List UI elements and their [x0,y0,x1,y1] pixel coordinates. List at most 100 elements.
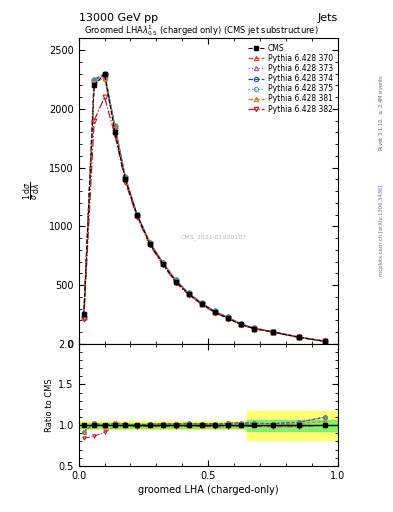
CMS [102,71,107,77]
Pythia 6.428 382 [199,302,204,308]
Pythia 6.428 373 [134,211,140,218]
Pythia 6.428 374 [81,314,86,320]
Pythia 6.428 373 [187,290,191,296]
Pythia 6.428 374 [238,321,243,327]
Pythia 6.428 381 [297,334,301,340]
Pythia 6.428 374 [134,211,140,218]
Pythia 6.428 373 [199,300,204,306]
Text: Jets: Jets [318,13,338,23]
Pythia 6.428 375 [323,338,327,344]
Text: Groomed LHA$\lambda^{1}_{0.5}$ (charged only) (CMS jet substructure): Groomed LHA$\lambda^{1}_{0.5}$ (charged … [84,24,318,38]
Text: Rivet 3.1.10, $\geq$ 2.4M events: Rivet 3.1.10, $\geq$ 2.4M events [377,74,385,151]
Pythia 6.428 375 [112,123,117,130]
Pythia 6.428 370 [323,338,327,344]
Pythia 6.428 373 [81,314,86,320]
Legend: CMS, Pythia 6.428 370, Pythia 6.428 373, Pythia 6.428 374, Pythia 6.428 375, Pyt: CMS, Pythia 6.428 370, Pythia 6.428 373,… [246,42,334,115]
Pythia 6.428 370 [187,290,191,296]
Pythia 6.428 382 [323,338,327,345]
Pythia 6.428 381 [102,75,107,81]
Pythia 6.428 373 [112,123,117,130]
Pythia 6.428 370 [160,260,165,266]
Pythia 6.428 373 [92,76,97,82]
Pythia 6.428 373 [297,334,301,340]
Pythia 6.428 381 [252,326,256,332]
Pythia 6.428 374 [212,308,217,314]
CMS [297,334,301,340]
Pythia 6.428 381 [123,175,128,181]
Pythia 6.428 370 [199,300,204,306]
Pythia 6.428 370 [238,321,243,327]
Y-axis label: $\frac{1}{\sigma}\frac{\mathrm{d}\sigma}{\mathrm{d}\lambda}$: $\frac{1}{\sigma}\frac{\mathrm{d}\sigma}… [22,182,44,200]
Pythia 6.428 375 [134,211,140,218]
CMS [187,291,191,297]
Pythia 6.428 375 [212,308,217,314]
CMS [160,261,165,267]
Pythia 6.428 375 [297,334,301,340]
CMS [174,279,178,285]
Text: mcplots.cern.ch [arXiv:1306.3436]: mcplots.cern.ch [arXiv:1306.3436] [379,185,384,276]
Pythia 6.428 381 [323,338,327,345]
Pythia 6.428 370 [148,240,152,246]
Pythia 6.428 375 [187,290,191,296]
Pythia 6.428 375 [238,321,243,327]
Pythia 6.428 370 [212,308,217,314]
Pythia 6.428 374 [323,338,327,344]
Pythia 6.428 375 [174,278,178,284]
Pythia 6.428 382 [160,262,165,268]
Pythia 6.428 375 [102,71,107,77]
Pythia 6.428 381 [81,314,86,320]
Pythia 6.428 374 [92,76,97,82]
Line: Pythia 6.428 374: Pythia 6.428 374 [81,71,327,344]
Line: Pythia 6.428 370: Pythia 6.428 370 [81,74,327,344]
Pythia 6.428 381 [212,309,217,315]
Pythia 6.428 373 [160,260,165,266]
Pythia 6.428 373 [323,338,327,344]
Pythia 6.428 374 [148,240,152,246]
Pythia 6.428 370 [123,174,128,180]
Pythia 6.428 382 [123,179,128,185]
Pythia 6.428 382 [297,334,301,340]
Pythia 6.428 381 [199,301,204,307]
Pythia 6.428 374 [252,325,256,331]
CMS [148,241,152,247]
Pythia 6.428 382 [271,329,275,335]
Pythia 6.428 373 [174,278,178,284]
Pythia 6.428 373 [271,329,275,335]
Pythia 6.428 375 [160,260,165,266]
Pythia 6.428 382 [81,316,86,322]
Pythia 6.428 381 [92,79,97,85]
CMS [271,329,275,335]
Pythia 6.428 370 [271,329,275,335]
Pythia 6.428 381 [112,124,117,131]
Pythia 6.428 375 [226,314,230,321]
Pythia 6.428 382 [112,132,117,138]
Pythia 6.428 370 [252,325,256,331]
CMS [81,311,86,317]
CMS [226,315,230,321]
Pythia 6.428 374 [199,300,204,306]
Pythia 6.428 381 [226,315,230,321]
Pythia 6.428 374 [226,314,230,321]
Pythia 6.428 370 [226,314,230,321]
Text: CMS_2021-01920187: CMS_2021-01920187 [180,234,246,240]
Pythia 6.428 370 [134,211,140,218]
Pythia 6.428 374 [297,334,301,340]
Pythia 6.428 382 [148,242,152,248]
Pythia 6.428 382 [134,214,140,220]
Pythia 6.428 374 [187,290,191,296]
Pythia 6.428 382 [226,315,230,322]
Pythia 6.428 381 [238,321,243,327]
Line: Pythia 6.428 382: Pythia 6.428 382 [81,95,327,344]
Pythia 6.428 375 [199,300,204,306]
Pythia 6.428 373 [123,174,128,180]
Pythia 6.428 370 [174,278,178,284]
Y-axis label: Ratio to CMS: Ratio to CMS [45,378,54,432]
Pythia 6.428 381 [160,260,165,266]
Pythia 6.428 381 [187,291,191,297]
Line: Pythia 6.428 373: Pythia 6.428 373 [81,72,327,344]
CMS [112,130,117,136]
Pythia 6.428 374 [123,174,128,180]
CMS [134,211,140,218]
CMS [92,82,97,89]
Pythia 6.428 382 [212,310,217,316]
